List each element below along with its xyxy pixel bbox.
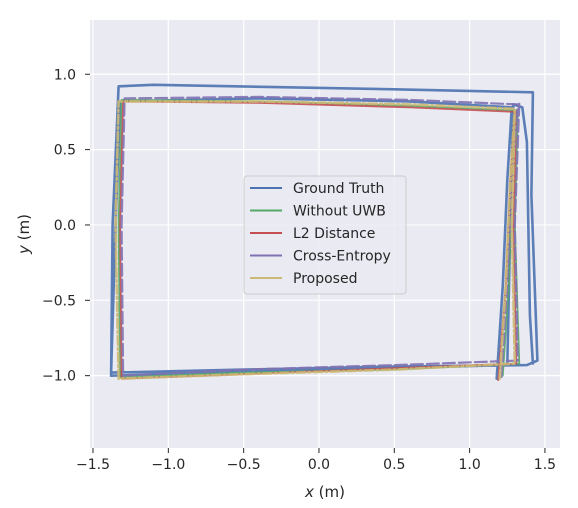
y-tick-label: 1.0: [54, 67, 76, 83]
x-axis-label: x (m): [304, 483, 345, 501]
x-ticks: −1.5 −1.0 −0.5 0.0 0.5 1.0 1.5: [76, 448, 556, 473]
y-axis-label: y (m): [15, 214, 33, 255]
y-tick-label: 0.0: [54, 218, 76, 234]
x-axis-var: x: [304, 483, 314, 501]
legend: Ground Truth Without UWB L2 Distance Cross-…: [243, 175, 407, 295]
legend-label-cross-entropy: Cross-Entropy: [293, 249, 391, 265]
y-tick-label: −1.0: [42, 369, 76, 385]
x-axis-unit: (m): [314, 483, 345, 501]
x-tick-label: 0.5: [383, 457, 405, 473]
legend-label-proposed: Proposed: [293, 271, 357, 287]
x-tick-label: −0.5: [227, 457, 261, 473]
legend-label-without-uwb: Without UWB: [293, 204, 386, 220]
x-tick-label: 0.0: [308, 457, 330, 473]
y-axis-unit: (m): [15, 214, 33, 245]
x-tick-label: 1.5: [534, 457, 556, 473]
x-tick-label: 1.0: [458, 457, 480, 473]
legend-box: [243, 175, 407, 295]
y-tick-label: −0.5: [42, 293, 76, 309]
y-tick-label: 0.5: [54, 143, 76, 159]
series-line-proposed: [114, 100, 517, 381]
y-axis-var: y: [15, 244, 33, 255]
y-ticks: 1.0 0.5 0.0 −0.5 −1.0: [42, 67, 90, 385]
x-tick-label: −1.0: [151, 457, 185, 473]
legend-label-l2-distance: L2 Distance: [293, 226, 375, 242]
x-tick-label: −1.5: [76, 457, 110, 473]
legend-label-ground-truth: Ground Truth: [293, 181, 384, 197]
series-lines: [109, 83, 539, 382]
